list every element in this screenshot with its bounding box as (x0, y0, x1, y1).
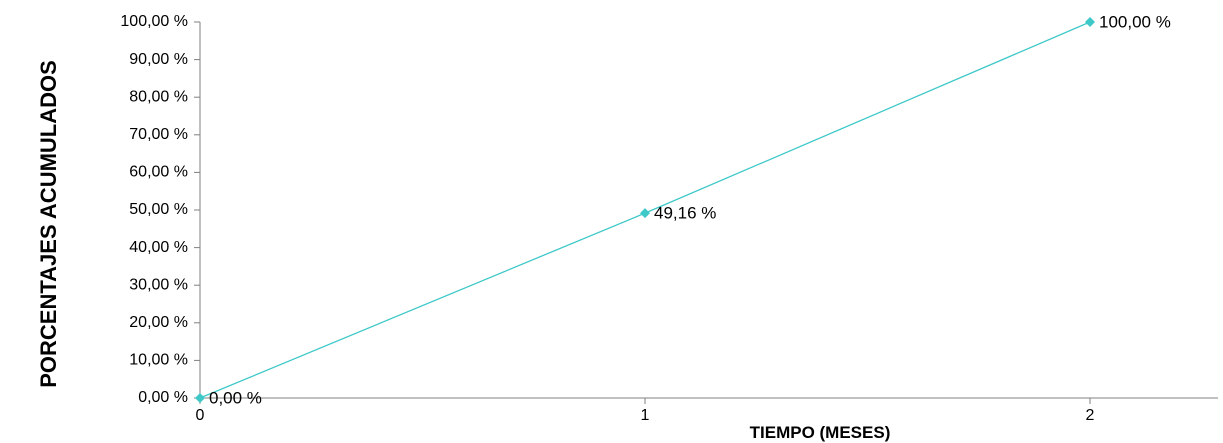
x-tick-label: 0 (196, 407, 205, 424)
y-tick-label: 90,00 % (129, 51, 188, 68)
x-tick-label: 1 (641, 407, 650, 424)
series-group: 0,00 % 49,16 % 100,00 % (195, 12, 1171, 407)
data-point-marker (195, 393, 205, 403)
data-label: 0,00 % (209, 388, 262, 407)
x-axis-title: TIEMPO (MESES) (750, 423, 891, 442)
y-tick-label: 0,00 % (138, 389, 188, 406)
y-tick-label: 80,00 % (129, 88, 188, 105)
data-point-marker (640, 208, 650, 219)
x-axis-ticks: 0 1 2 (196, 398, 1095, 424)
data-label: 100,00 % (1099, 12, 1171, 31)
y-tick-label: 60,00 % (129, 164, 188, 181)
y-tick-label: 30,00 % (129, 276, 188, 293)
y-tick-label: 100,00 % (120, 13, 188, 30)
y-axis-title: PORCENTAJES ACUMULADOS (36, 60, 61, 388)
y-tick-label: 70,00 % (129, 126, 188, 143)
data-point-marker (1085, 17, 1095, 27)
x-tick-label: 2 (1086, 407, 1095, 424)
y-axis-ticks: 0,00 % 10,00 % 20,00 % 30,00 % 40,00 % 50,00 … (120, 13, 200, 406)
y-tick-label: 50,00 % (129, 201, 188, 218)
y-tick-label: 40,00 % (129, 239, 188, 256)
y-tick-label: 10,00 % (129, 352, 188, 369)
data-label: 49,16 % (654, 204, 716, 223)
y-tick-label: 20,00 % (129, 314, 188, 331)
